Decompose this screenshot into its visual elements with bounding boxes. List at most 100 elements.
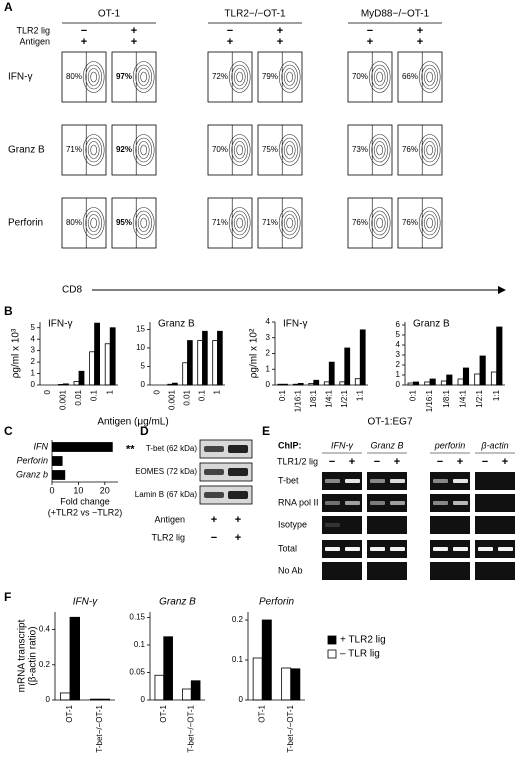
contour	[426, 144, 433, 156]
contour	[231, 210, 248, 236]
axis-label: CD8	[62, 285, 82, 296]
bar	[69, 616, 81, 701]
x-tick-label: 1/4:1	[324, 389, 333, 407]
gel	[475, 540, 515, 558]
contour	[421, 137, 438, 163]
y-tick-label: 5	[141, 362, 146, 371]
flow-plot	[347, 124, 393, 176]
contour	[371, 210, 388, 236]
gel-band	[325, 479, 340, 483]
gel-band	[453, 479, 468, 483]
contour	[421, 64, 438, 90]
y-tick-label: 0	[141, 695, 146, 704]
y-tick-label: Granz b	[16, 469, 48, 479]
x-tick-label: 0.001	[168, 389, 177, 410]
bar	[440, 380, 448, 386]
legend-label: – TLR lig	[340, 649, 380, 660]
band-label: EOMES (72 kDa)	[135, 467, 197, 476]
row-label: RNA pol II	[278, 497, 319, 507]
flow-plot	[61, 197, 107, 249]
x-tick-label: OT-1	[159, 704, 168, 722]
gel	[367, 562, 407, 580]
gel	[430, 562, 470, 580]
y-tick-label: 0.15	[129, 613, 145, 622]
x-tick-label: T-bet−/−OT-1	[286, 704, 295, 752]
contour	[132, 61, 155, 93]
x-tick-label: T-bet−/−OT-1	[95, 704, 104, 752]
percent: 80%	[66, 72, 82, 81]
panel-label: B	[4, 304, 13, 318]
sign: +	[277, 36, 283, 48]
contour	[418, 207, 441, 239]
bar	[446, 374, 453, 386]
percent: 72%	[212, 72, 228, 81]
bar	[457, 378, 464, 386]
y-tick-label: 0	[31, 380, 36, 389]
x-tick-label: OT-1	[65, 704, 74, 722]
y-tick-label: 0	[46, 695, 51, 704]
contour	[373, 214, 386, 232]
sign: −	[81, 25, 87, 37]
row-label: T-bet	[278, 475, 299, 485]
chart-title: IFN-γ	[73, 597, 98, 608]
bar	[187, 340, 193, 386]
blot	[199, 462, 253, 482]
target-label: Granz B	[370, 440, 403, 450]
contour	[373, 141, 386, 159]
contour	[82, 207, 105, 239]
y-tick-label: 4	[31, 334, 36, 343]
x-tick-label: 1/2:1	[475, 389, 484, 407]
percent: 70%	[352, 72, 368, 81]
flow-plot	[347, 197, 393, 249]
x-tick-label: 1/4:1	[458, 389, 467, 407]
bar	[52, 470, 66, 480]
gel	[367, 516, 407, 534]
contour	[283, 141, 296, 159]
gel-band	[325, 523, 340, 527]
sign: +	[131, 25, 137, 37]
contour	[140, 144, 147, 156]
x-tick-label: 0:1	[278, 389, 287, 401]
chart-title: Granz B	[158, 319, 195, 330]
row-label: Total	[278, 543, 297, 553]
gel-band	[390, 479, 405, 483]
bar	[60, 692, 71, 701]
y-tick-label: 0.1	[134, 640, 146, 649]
sign: +	[367, 36, 373, 48]
sign: −	[367, 25, 373, 37]
flow-plot	[257, 51, 303, 103]
x-tick-label: 0	[49, 485, 54, 495]
bar	[89, 351, 96, 386]
bar	[354, 378, 361, 386]
x-axis-label: OT-1:EG7	[367, 417, 412, 428]
y-tick-label: 4	[266, 317, 271, 326]
bar	[290, 668, 301, 701]
gel-band	[390, 501, 405, 505]
contour	[140, 71, 147, 83]
panel-label: F	[4, 590, 11, 604]
y-axis-label: mRNA transcript	[17, 619, 28, 692]
group-header: MyD88−/−OT-1	[361, 9, 430, 20]
gel	[322, 562, 362, 580]
annotation: **	[126, 444, 135, 456]
contour	[82, 61, 105, 93]
bar	[217, 330, 223, 386]
contour	[373, 68, 386, 86]
legend-label: + TLR2 lig	[340, 635, 386, 646]
percent: 73%	[352, 145, 368, 154]
y-tick-label: 0	[141, 380, 146, 389]
contour	[137, 214, 150, 232]
y-tick-label: 3	[31, 346, 36, 355]
y-tick-label: 2	[266, 349, 271, 358]
sign: +	[349, 456, 355, 468]
bar	[328, 361, 335, 386]
contour	[281, 64, 298, 90]
contour	[418, 134, 441, 166]
bar	[78, 370, 85, 386]
y-tick-label: 0.1	[232, 655, 244, 664]
contour	[135, 64, 152, 90]
gel-band	[325, 547, 340, 551]
bar	[424, 381, 431, 386]
percent: 70%	[212, 145, 228, 154]
